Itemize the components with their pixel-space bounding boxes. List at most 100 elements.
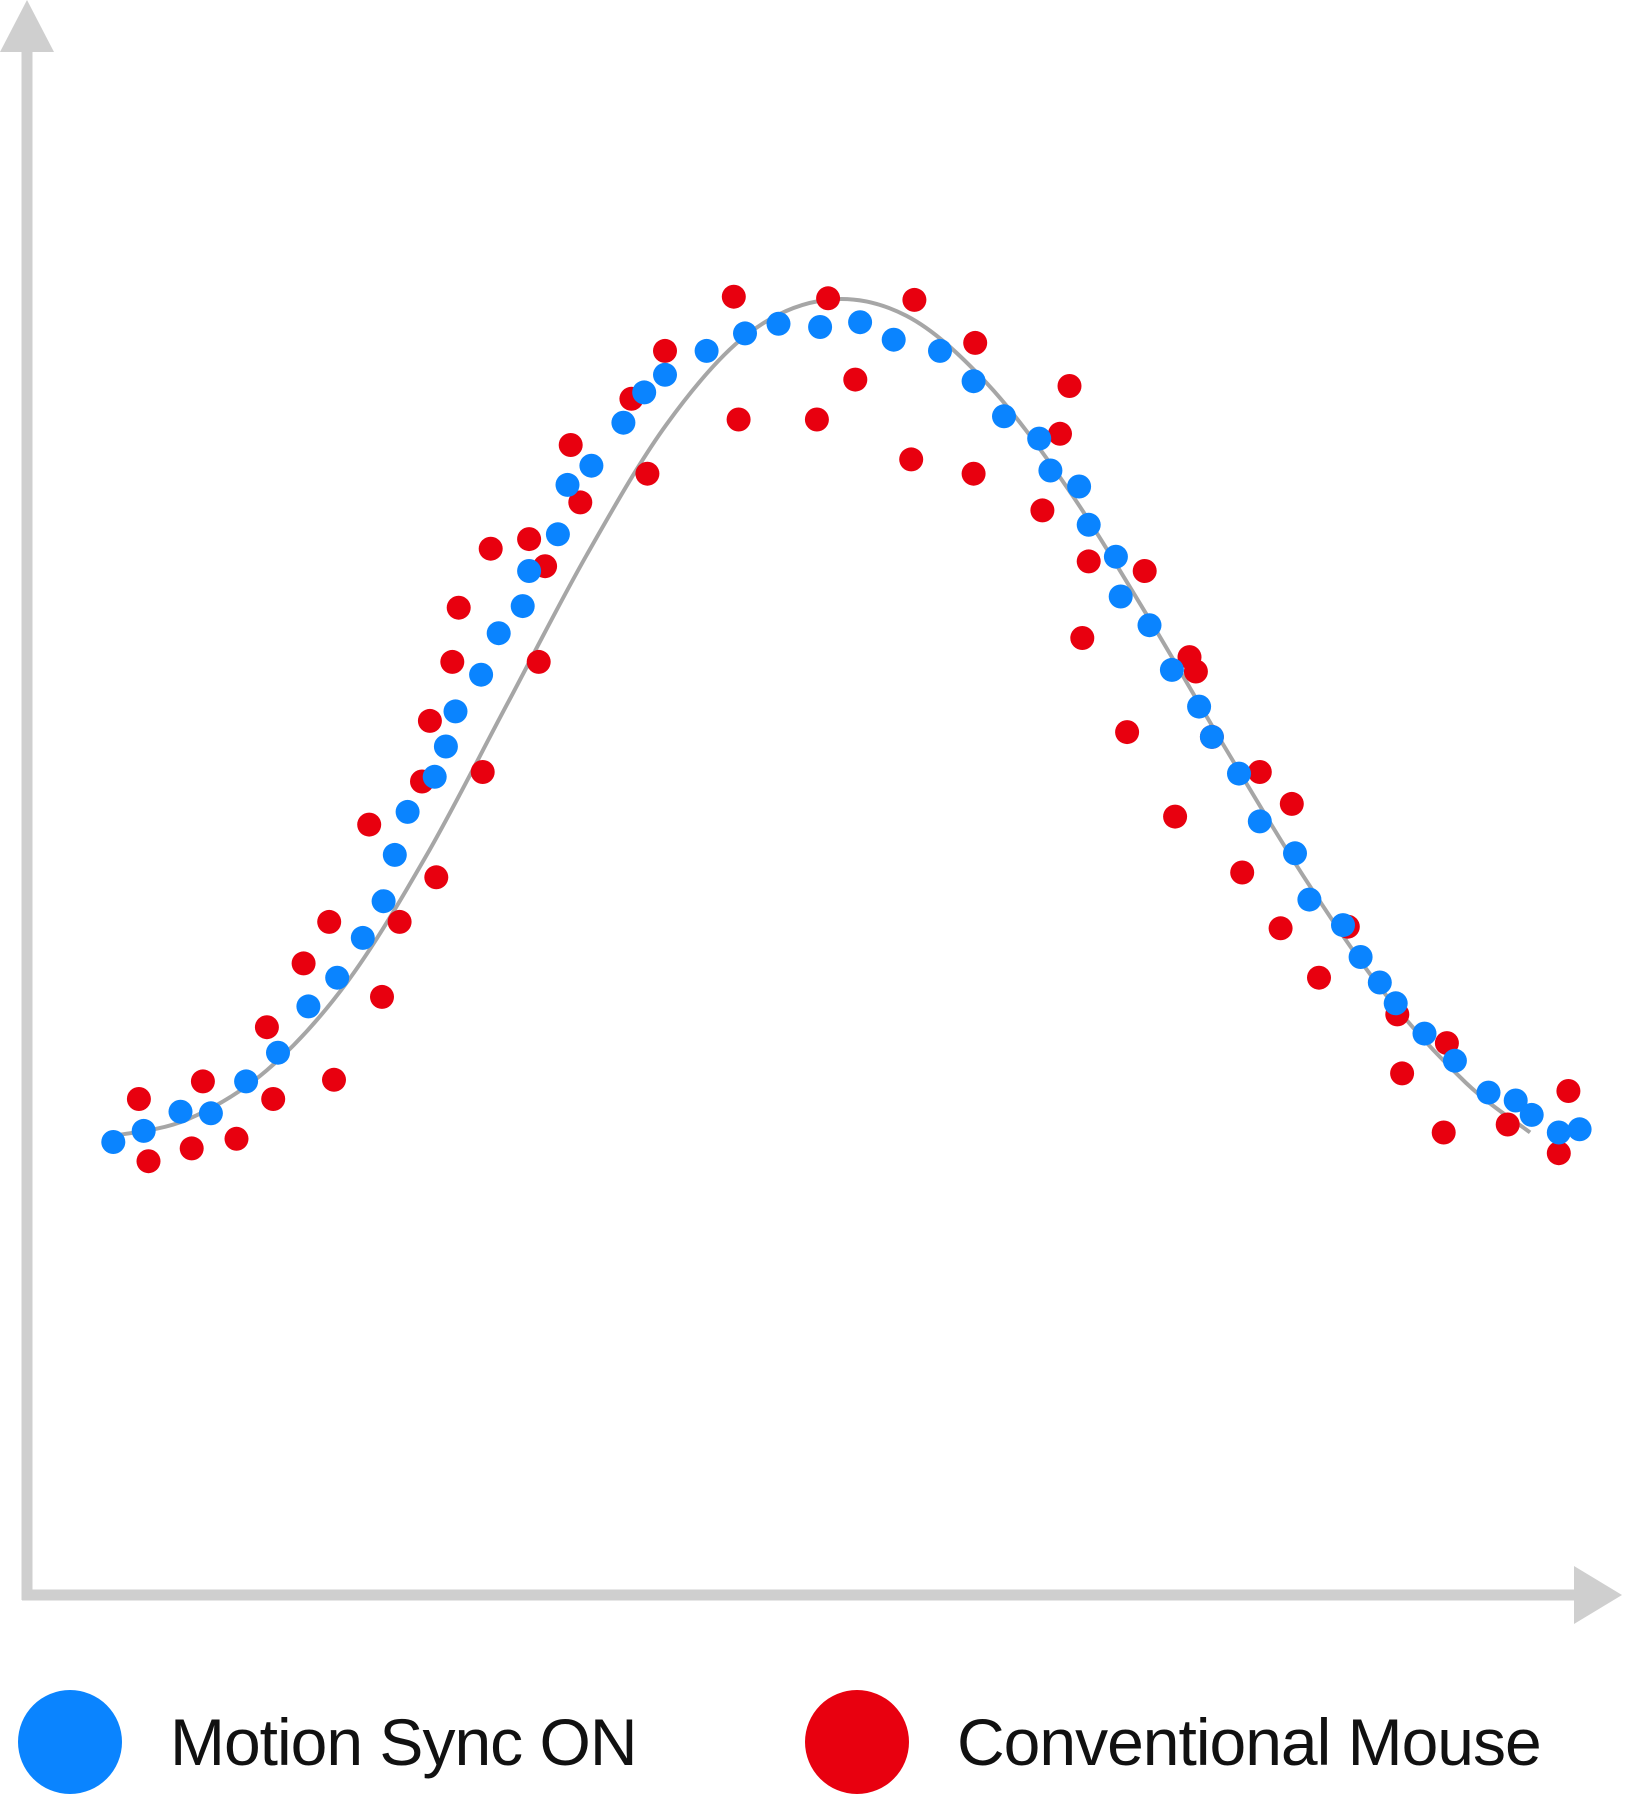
conventional-point [370,984,394,1009]
motion-sync-point [1247,809,1272,834]
legend-swatch-motion-sync [18,1690,122,1794]
motion-sync-point [198,1101,223,1126]
motion-sync-point [1187,694,1212,719]
series-motion-sync [101,310,1592,1154]
motion-sync-point [579,453,604,478]
conventional-point [961,461,986,486]
conventional-point [1556,1079,1581,1103]
motion-sync-point [486,621,511,646]
conventional-point [478,536,503,561]
legend-swatch-conventional [805,1690,909,1794]
motion-sync-point [1108,584,1133,609]
motion-sync-point [992,404,1016,429]
motion-sync-point [433,734,458,759]
conventional-point [322,1067,346,1092]
series-conventional [126,284,1581,1174]
conventional-point [517,527,542,552]
motion-sync-point [510,594,535,619]
conventional-point [816,286,841,311]
motion-sync-point [766,311,791,336]
motion-sync-point [1137,613,1162,638]
motion-sync-point [1331,913,1355,938]
conventional-point [417,708,442,733]
motion-sync-point [1227,761,1251,786]
conventional-point [726,407,751,432]
conventional-point [568,490,593,515]
conventional-point [721,284,746,309]
x-axis-arrowhead [1574,1566,1622,1624]
motion-sync-point [382,842,407,867]
motion-sync-point [517,559,542,583]
motion-sync-point [395,799,420,824]
conventional-point [224,1126,249,1151]
motion-sync-point [234,1069,259,1094]
motion-sync-point [653,362,677,387]
motion-sync-point [1476,1080,1501,1105]
motion-sync-point [1367,970,1392,995]
conventional-point [291,951,316,976]
motion-sync-point [1348,945,1373,969]
conventional-point [470,760,495,784]
conventional-point [1279,791,1304,816]
motion-sync-point [632,380,657,405]
motion-sync-point [1038,458,1063,483]
motion-sync-point [296,994,321,1019]
motion-sync-point [611,410,636,435]
chart-axes [0,0,1622,1624]
motion-sync-point [443,699,468,724]
conventional-point [1057,374,1082,398]
conventional-point [126,1087,151,1111]
conventional-point [635,461,660,486]
motion-sync-point [928,338,952,363]
series-layer [101,284,1592,1174]
motion-sync-point [168,1099,193,1124]
conventional-point [261,1087,286,1111]
motion-sync-point [1297,887,1322,912]
conventional-point [446,595,471,620]
conventional-point [387,909,412,934]
motion-sync-point [1283,841,1307,866]
conventional-point [558,433,583,457]
conventional-point [1431,1120,1456,1145]
conventional-point [1163,804,1188,829]
conventional-point [1495,1112,1520,1137]
motion-sync-point [1383,991,1408,1016]
conventional-point [963,330,988,355]
conventional-point [843,367,868,392]
conventional-point [1132,559,1157,583]
conventional-point [424,865,449,890]
motion-sync-point [1503,1088,1528,1113]
motion-sync-point [848,310,873,335]
motion-sync-point [1567,1117,1592,1142]
conventional-point [440,649,465,674]
motion-sync-point [733,321,757,346]
motion-sync-point [545,522,570,547]
conventional-point [1268,916,1293,941]
conventional-point [136,1149,161,1174]
motion-sync-point [469,662,494,687]
legend-item-motion-sync: Motion Sync ON [18,1690,637,1794]
motion-sync-point [1076,512,1101,537]
motion-sync-point [131,1118,156,1143]
motion-sync-point [350,925,375,950]
conventional-point [1546,1141,1571,1166]
motion-sync-point [1027,426,1052,451]
legend-label-conventional: Conventional Mouse [957,1705,1542,1779]
y-axis-arrowhead [0,0,54,52]
conventional-point [254,1015,279,1040]
motion-sync-point [1519,1102,1544,1127]
conventional-point [1307,965,1331,990]
conventional-point [1115,720,1140,745]
conventional-point [899,447,924,472]
motion-sync-point [1159,657,1184,682]
motion-sync-point [1199,724,1224,749]
motion-sync-point [694,338,719,363]
motion-sync-point [1546,1120,1571,1145]
conventional-point [1030,498,1055,523]
motion-sync-point [101,1130,126,1154]
motion-sync-point [961,369,986,394]
motion-sync-point [1103,544,1128,569]
legend-item-conventional: Conventional Mouse [805,1690,1542,1794]
conventional-point [1390,1061,1415,1086]
motion-sync-point [1067,474,1092,499]
